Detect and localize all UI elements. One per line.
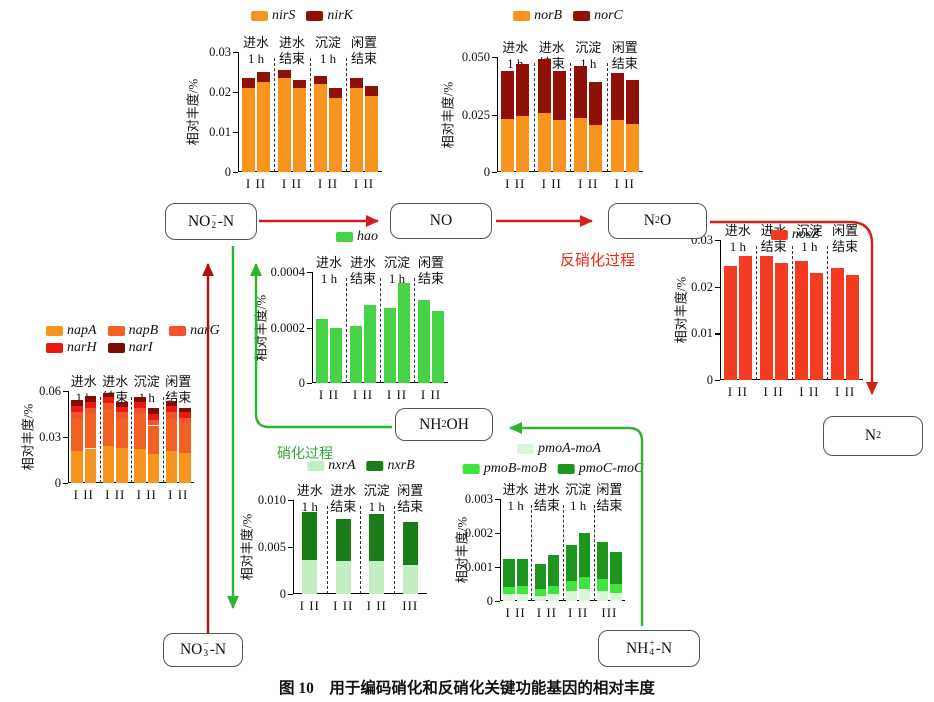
box-no: NO (390, 203, 492, 239)
box-no2-n: NO −2 -N (165, 203, 257, 240)
box-nh2oh: NH 2 OH (395, 408, 493, 441)
arrow-n2o-to-n2 (710, 220, 878, 395)
denitrification-label: 反硝化过程 (560, 253, 636, 269)
arrow-nh2oh-to-no2 (250, 263, 392, 429)
figure-caption: 图 10 用于编码硝化和反硝化关键功能基因的相对丰度 (279, 680, 655, 697)
box-no3-n: NO −3 -N (163, 633, 243, 667)
nitrification-label: 硝化过程 (277, 447, 333, 462)
box-nh4-n: NH +4 -N (598, 630, 700, 667)
arrow-nh4-to-nh2oh (509, 422, 644, 626)
